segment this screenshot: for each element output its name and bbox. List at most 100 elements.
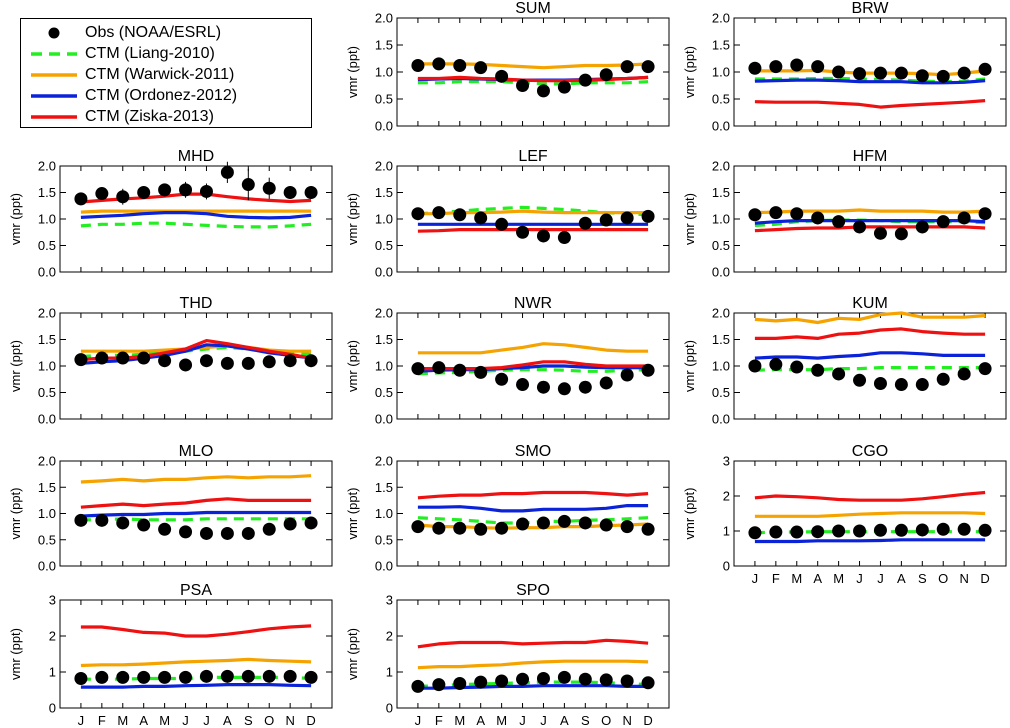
data-point	[283, 354, 297, 368]
series-line	[80, 497, 312, 509]
x-tick-label: J	[752, 571, 759, 586]
panel-sum: SUM 0.0 0.5 1.0 1.5 2.0 vmr (ppt)	[345, 0, 670, 134]
data-point	[241, 669, 255, 683]
data-point	[936, 215, 950, 229]
series-ctm-warwick-2011	[417, 209, 649, 216]
data-point	[578, 380, 592, 394]
x-tick-label: A	[476, 713, 485, 728]
y-tick-label: 2	[49, 629, 56, 644]
panel-lef: LEF 0.0 0.5 1.0 1.5 2.0 vmr (ppt)	[345, 148, 670, 280]
data-point	[957, 522, 971, 536]
series-line	[80, 682, 312, 689]
series-ctm-warwick-2011	[754, 311, 986, 325]
data-point	[199, 354, 213, 368]
y-tick-label: 2.0	[38, 306, 56, 321]
x-tick-label: D	[643, 713, 652, 728]
x-tick-label: J	[415, 713, 422, 728]
panel-title: SUM	[515, 0, 551, 17]
series-ctm-liang-2010	[417, 80, 649, 86]
series-line	[80, 474, 312, 484]
x-tick-label: A	[139, 713, 148, 728]
series-obs-noaa-esrl	[74, 513, 318, 540]
panel-title: LEF	[518, 148, 548, 165]
series-ctm-ziska-2013	[417, 228, 649, 233]
series-ctm-liang-2010	[754, 366, 986, 372]
panel-title: HFM	[853, 148, 888, 165]
data-point	[790, 525, 804, 539]
data-point	[853, 220, 867, 234]
series-ctm-warwick-2011	[80, 209, 312, 214]
series-ctm-ordonez-2012	[754, 351, 986, 360]
panel-mlo: MLO 0.0 0.5 1.0 1.5 2.0 vmr (ppt)	[8, 443, 333, 574]
y-tick-label: 0.0	[375, 559, 393, 574]
data-point	[915, 378, 929, 392]
y-axis-label: vmr (ppt)	[682, 193, 697, 245]
data-point	[936, 69, 950, 83]
plot-frame	[59, 165, 333, 273]
series-ctm-warwick-2011	[80, 474, 312, 484]
y-tick-label: 1.0	[375, 506, 393, 521]
y-axis-label: vmr (ppt)	[345, 46, 360, 98]
data-point	[811, 60, 825, 74]
data-point	[220, 356, 234, 370]
panel-title: MHD	[178, 148, 214, 165]
data-point	[832, 65, 846, 79]
y-tick-label: 0.0	[38, 265, 56, 280]
y-tick-label: 1.0	[712, 359, 730, 374]
y-tick-label: 2.0	[712, 11, 730, 26]
series-line	[417, 342, 649, 355]
data-point	[495, 674, 509, 688]
x-tick-label: F	[435, 713, 443, 728]
series-line	[80, 192, 312, 204]
y-tick-label: 1.0	[712, 212, 730, 227]
data-point	[894, 523, 908, 537]
x-tick-label: O	[264, 713, 274, 728]
data-point	[578, 216, 592, 230]
data-point	[557, 382, 571, 396]
data-point	[769, 60, 783, 74]
x-tick-label: S	[581, 713, 590, 728]
y-tick-label: 1.0	[38, 506, 56, 521]
x-tick-label: A	[897, 571, 906, 586]
y-axis-label: vmr (ppt)	[345, 340, 360, 392]
panel-title: CGO	[852, 443, 888, 460]
data-point	[411, 679, 425, 693]
y-axis-label: vmr (ppt)	[8, 628, 23, 680]
data-point	[811, 211, 825, 225]
y-tick-label: 1	[723, 524, 730, 539]
y-tick-label: 0.5	[712, 92, 730, 107]
series-line	[754, 78, 986, 85]
series-obs-noaa-esrl	[748, 357, 992, 392]
data-point	[304, 354, 318, 368]
data-point	[557, 80, 571, 94]
y-tick-label: 1	[386, 665, 393, 680]
data-point	[516, 79, 530, 92]
y-tick-label: 2.0	[38, 159, 56, 174]
series-line	[754, 530, 986, 535]
x-tick-label: S	[918, 571, 927, 586]
data-point	[74, 513, 88, 527]
data-point	[516, 378, 530, 392]
data-point	[641, 676, 655, 690]
data-point	[262, 522, 276, 536]
series-ctm-ordonez-2012	[417, 504, 649, 513]
legend-symbol-ordonez	[31, 93, 77, 98]
data-point	[137, 186, 151, 199]
data-point	[769, 206, 783, 220]
series-line	[754, 311, 986, 325]
data-point	[853, 67, 867, 81]
x-tick-label: O	[938, 571, 948, 586]
series-ctm-liang-2010	[417, 516, 649, 525]
series-ctm-ordonez-2012	[80, 510, 312, 518]
data-point	[832, 524, 846, 538]
data-point	[873, 376, 887, 390]
y-tick-label: 0.5	[375, 385, 393, 400]
data-point	[748, 61, 762, 75]
data-point	[262, 669, 276, 683]
y-tick-label: 1.5	[712, 332, 730, 347]
series-line	[417, 490, 649, 500]
data-point	[599, 68, 613, 82]
data-point	[304, 186, 318, 199]
data-point	[853, 373, 867, 387]
